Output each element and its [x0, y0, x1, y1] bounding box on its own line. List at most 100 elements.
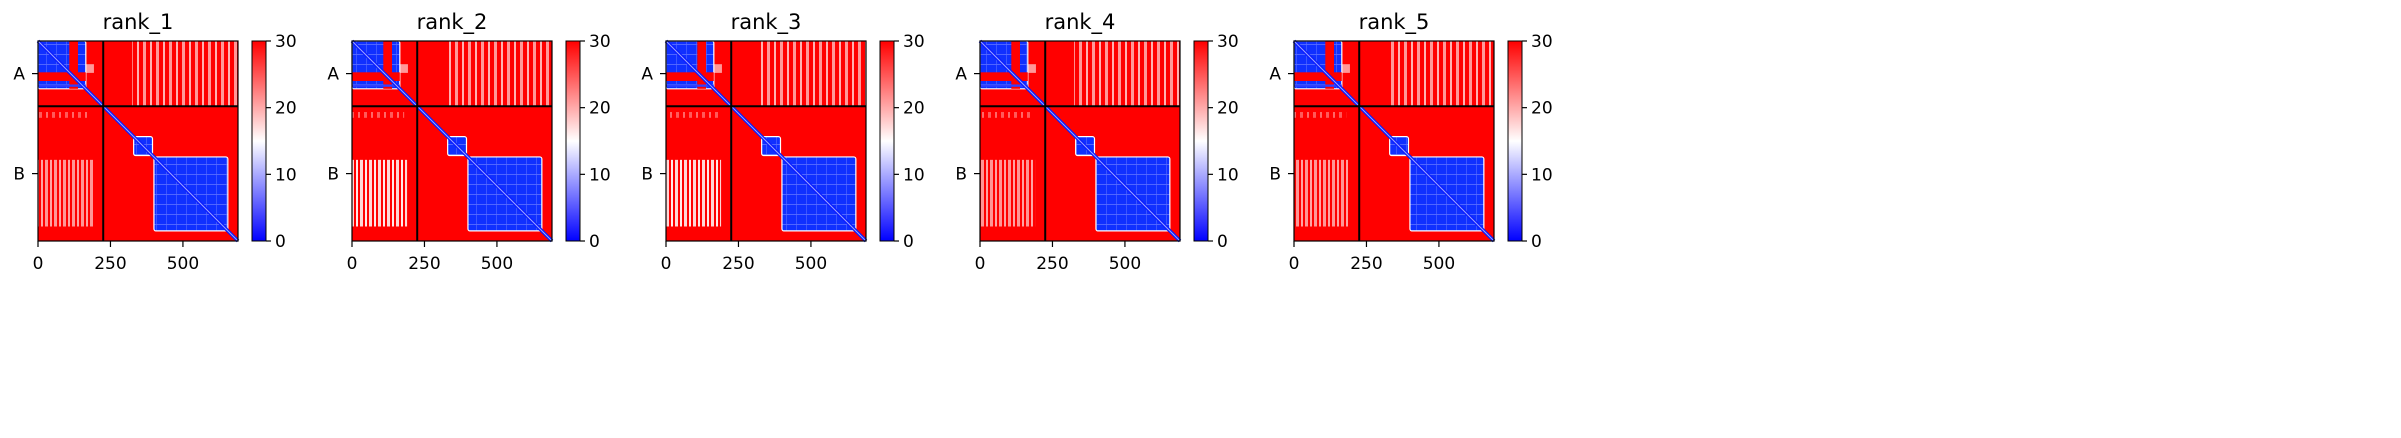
chain-a-gap-col	[1011, 41, 1020, 89]
y-tick-label-a: A	[1269, 65, 1281, 85]
colorbar	[251, 40, 267, 242]
diagonal-highlight	[37, 40, 239, 242]
chain-a-gap-row	[980, 72, 1028, 81]
y-tick-label-a: A	[955, 65, 967, 85]
x-tick-label: 0	[661, 254, 672, 274]
panel-title: rank_2	[417, 10, 488, 35]
colorbar	[565, 40, 581, 242]
y-tick-label-b: B	[955, 165, 967, 185]
x-tick-label: 0	[975, 254, 986, 274]
colorbar-tick-label: 20	[1531, 99, 1553, 119]
axes-frame	[37, 40, 239, 242]
x-tick-label: 500	[1109, 254, 1141, 274]
pae-panel-3: rank_3 A B 0 250 500 0 10 20 30	[641, 10, 924, 274]
pae-panel-1: rank_1 A B 0 250 500 0 10 20 30	[13, 10, 296, 274]
x-tick-label: 500	[1423, 254, 1455, 274]
inter-chain-stripes-top	[446, 41, 552, 107]
inter-chain-stripes-top	[760, 41, 866, 107]
inter-chain-light-band	[38, 159, 94, 227]
chain-a-light-patch	[1341, 64, 1350, 73]
y-tick-label-b: B	[1269, 165, 1281, 185]
chain-a-light-patch	[85, 64, 94, 73]
chain-a-gap-row	[1294, 72, 1342, 81]
colorbar-tick-label: 10	[1531, 165, 1553, 185]
pae-panel-5: rank_5 A B 0 250 500 0 10 20 30	[1269, 10, 1552, 274]
chain-a-gap-col	[69, 41, 78, 89]
axes-frame	[979, 40, 1181, 242]
y-tick-label-b: B	[641, 165, 653, 185]
colorbar-tick-label: 0	[275, 232, 286, 252]
colorbar-tick-label: 10	[589, 165, 611, 185]
x-tick-label: 250	[722, 254, 754, 274]
chain-a-sub-row	[38, 84, 86, 87]
x-tick-label: 500	[795, 254, 827, 274]
chain-a-light-patch	[713, 64, 722, 73]
axes-frame	[1293, 40, 1495, 242]
y-tick-label-b: B	[13, 165, 25, 185]
colorbar-tick-label: 20	[903, 99, 925, 119]
colorbar-tick-label: 0	[1531, 232, 1542, 252]
x-tick-label: 250	[1036, 254, 1068, 274]
chain-a-light-patch	[399, 64, 408, 73]
inter-chain-stripes-top	[1388, 41, 1494, 107]
y-tick-label-a: A	[327, 65, 339, 85]
pae-panel-2: rank_2 A B 0 250 500 0 10 20 30	[327, 10, 610, 274]
x-tick-label: 0	[347, 254, 358, 274]
inter-chain-light-band	[352, 159, 408, 227]
colorbar-tick-label: 20	[275, 99, 297, 119]
diagonal-highlight	[979, 40, 1181, 242]
inter-chain-stripes-top	[1074, 41, 1180, 107]
x-tick-label: 500	[167, 254, 199, 274]
x-tick-label: 250	[94, 254, 126, 274]
chain-a-sub-row	[980, 84, 1028, 87]
panel-title: rank_3	[731, 10, 802, 35]
colorbar	[1193, 40, 1209, 242]
chain-a-gap-row	[666, 72, 714, 81]
colorbar-tick-label: 10	[903, 165, 925, 185]
axes-frame	[665, 40, 867, 242]
chain-a-gap-row	[352, 72, 400, 81]
colorbar-tick-label: 10	[275, 165, 297, 185]
chain-a-light-patch	[1027, 64, 1036, 73]
panel-title: rank_5	[1359, 10, 1430, 35]
colorbar-tick-label: 0	[903, 232, 914, 252]
inter-chain-light-band	[666, 159, 722, 227]
inter-chain-stripes-mid	[980, 112, 1033, 118]
x-tick-label: 0	[1289, 254, 1300, 274]
x-tick-label: 500	[481, 254, 513, 274]
inter-chain-stripes-mid	[352, 112, 405, 118]
diagonal-highlight	[351, 40, 553, 242]
y-tick-label-a: A	[641, 65, 653, 85]
colorbar	[879, 40, 895, 242]
colorbar-tick-label: 30	[589, 32, 611, 52]
colorbar-tick-label: 30	[1217, 32, 1239, 52]
colorbar-tick-label: 30	[1531, 32, 1553, 52]
colorbar	[1507, 40, 1523, 242]
pae-panel-4: rank_4 A B 0 250 500 0 10 20 30	[955, 10, 1238, 274]
colorbar-tick-label: 30	[275, 32, 297, 52]
inter-chain-stripes-mid	[1294, 112, 1347, 118]
chain-a-sub-row	[666, 84, 714, 87]
inter-chain-light-band	[980, 159, 1036, 227]
chain-a-gap-col	[383, 41, 392, 89]
diagonal-highlight	[1293, 40, 1495, 242]
colorbar-tick-label: 20	[1217, 99, 1239, 119]
y-tick-label-a: A	[13, 65, 25, 85]
y-tick-label-b: B	[327, 165, 339, 185]
colorbar-tick-label: 20	[589, 99, 611, 119]
colorbar-tick-label: 0	[1217, 232, 1228, 252]
inter-chain-light-band	[1294, 159, 1350, 227]
chain-a-sub-row	[1294, 84, 1342, 87]
chain-a-sub-row	[352, 84, 400, 87]
x-tick-label: 250	[408, 254, 440, 274]
inter-chain-stripes-top	[132, 41, 238, 107]
chain-a-gap-row	[38, 72, 86, 81]
chain-a-gap-col	[697, 41, 706, 89]
axes-frame	[351, 40, 553, 242]
chain-a-gap-col	[1325, 41, 1334, 89]
inter-chain-stripes-mid	[666, 112, 719, 118]
colorbar-tick-label: 30	[903, 32, 925, 52]
inter-chain-stripes-mid	[38, 112, 91, 118]
panel-title: rank_4	[1045, 10, 1116, 35]
x-tick-label: 250	[1350, 254, 1382, 274]
